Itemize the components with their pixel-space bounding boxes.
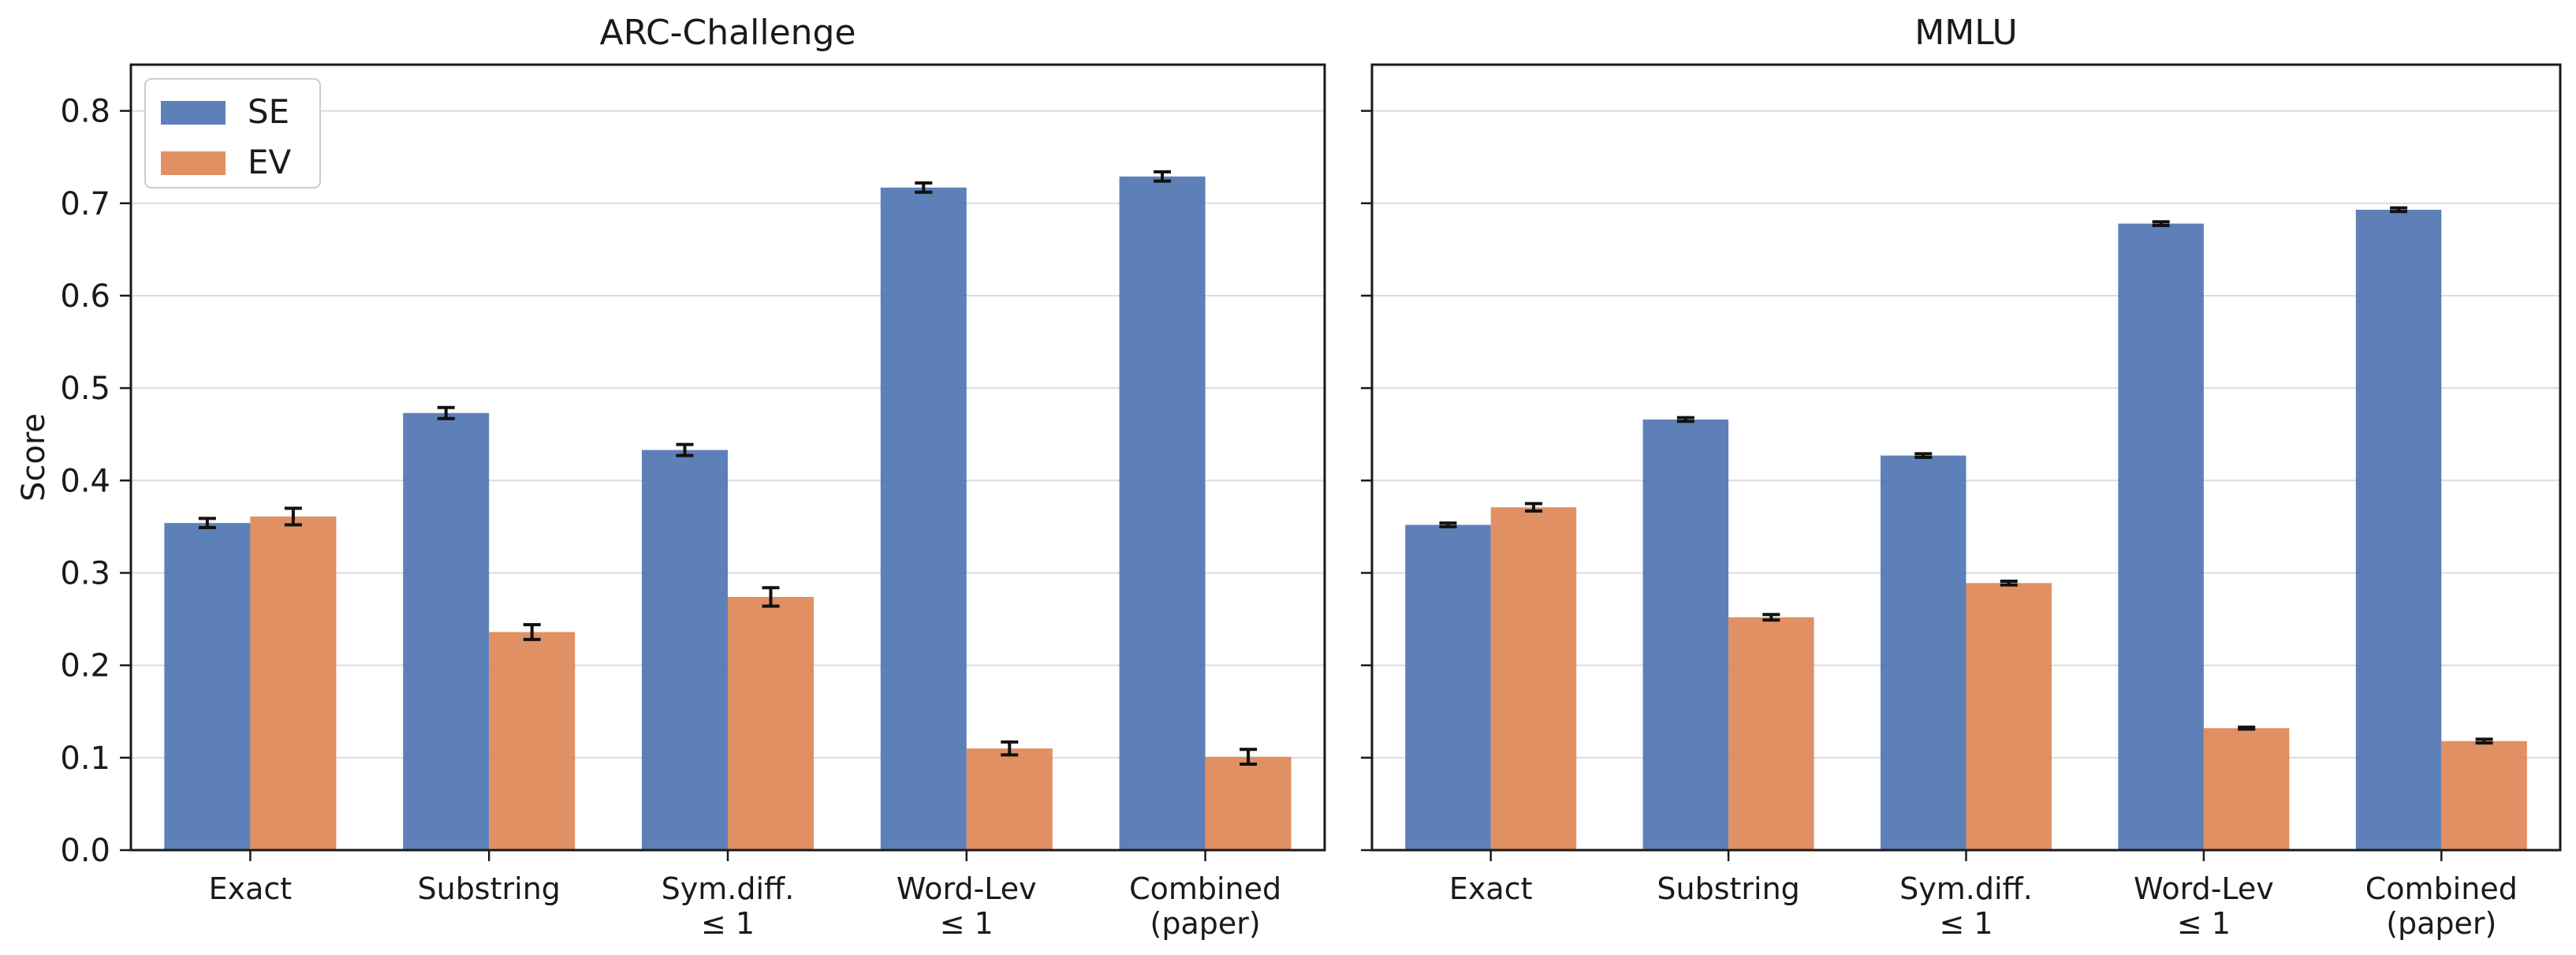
x-tick-label: Sym.diff. ≤ 1 bbox=[662, 871, 795, 941]
legend-label: EV bbox=[248, 143, 292, 181]
bar-se bbox=[1642, 419, 1729, 850]
bar-se bbox=[880, 187, 967, 850]
panel-1: 0.0 0.1 0.2 0.3 0.4 0.5 0.6 0.7 0.8 Exact Substrin… bbox=[16, 13, 1326, 941]
x-tick-label: Exact bbox=[1449, 871, 1533, 906]
bar-se bbox=[2355, 209, 2442, 851]
x-tick-label: Sym.diff. ≤ 1 bbox=[1899, 871, 2033, 941]
bar-ev bbox=[1728, 617, 1814, 850]
x-tick-label-line: ≤ 1 bbox=[2177, 906, 2231, 941]
y-tick-label: 0.6 bbox=[60, 278, 110, 315]
x-tick-label-line: Sym.diff. bbox=[1899, 871, 2033, 906]
plot-frame bbox=[129, 63, 1326, 852]
bar-ev bbox=[2441, 740, 2527, 850]
x-tick-label-line: (paper) bbox=[2386, 906, 2496, 941]
x-tick-label-line: Combined bbox=[1129, 871, 1281, 906]
bar-se bbox=[1119, 176, 1206, 851]
bar-se bbox=[2118, 223, 2204, 850]
bar-se bbox=[1405, 524, 1491, 850]
x-tick-label: Combined (paper) bbox=[2365, 871, 2518, 941]
bar-ev bbox=[1205, 756, 1292, 850]
y-tick-label: 0.1 bbox=[60, 740, 110, 777]
x-tick-label-line: Sym.diff. bbox=[662, 871, 795, 906]
plot-frame bbox=[1370, 63, 2562, 852]
bar-se bbox=[1880, 455, 1966, 850]
x-tick-label-line: Exact bbox=[1449, 871, 1533, 906]
bar-ev bbox=[966, 748, 1053, 850]
x-tick-label-line: (paper) bbox=[1150, 906, 1261, 941]
x-tick-label-line: Substring bbox=[1657, 871, 1799, 906]
legend-swatch bbox=[161, 151, 226, 175]
y-tick-label: 0.3 bbox=[60, 555, 110, 591]
x-tick-label-line: ≤ 1 bbox=[701, 906, 755, 941]
bar-se bbox=[641, 450, 728, 850]
x-tick-label-line: Substring bbox=[417, 871, 560, 906]
panel-title: ARC-Challenge bbox=[599, 13, 856, 53]
x-tick-label: Substring bbox=[1657, 871, 1799, 906]
legend-label: SE bbox=[248, 92, 289, 131]
x-tick-label-line: Word-Lev bbox=[2134, 871, 2274, 906]
panel-title: MMLU bbox=[1914, 13, 2017, 53]
y-tick-label: 0.4 bbox=[60, 463, 110, 499]
bar-ev bbox=[1490, 507, 1577, 850]
legend: SE EV bbox=[144, 78, 321, 188]
x-tick-label-line: Exact bbox=[209, 871, 293, 906]
x-tick-label: Substring bbox=[417, 871, 560, 906]
bar-se bbox=[164, 523, 251, 850]
x-tick-label: Word-Lev ≤ 1 bbox=[897, 871, 1037, 941]
y-tick-label: 0.0 bbox=[60, 833, 110, 869]
bar-se bbox=[403, 412, 490, 850]
legend-swatch bbox=[161, 101, 226, 125]
x-tick-label: Combined (paper) bbox=[1129, 871, 1281, 941]
x-tick-label-line: ≤ 1 bbox=[940, 906, 993, 941]
y-tick-label: 0.5 bbox=[60, 371, 110, 407]
x-tick-label: Word-Lev ≤ 1 bbox=[2134, 871, 2274, 941]
x-tick-label-line: Word-Lev bbox=[897, 871, 1037, 906]
bar-ev bbox=[2203, 728, 2290, 850]
bar-ev bbox=[1966, 583, 2052, 850]
y-tick-label: 0.2 bbox=[60, 648, 110, 685]
x-tick-label-line: Combined bbox=[2365, 871, 2518, 906]
x-tick-label: Exact bbox=[209, 871, 293, 906]
bar-ev bbox=[728, 596, 815, 850]
bar-ev bbox=[250, 516, 337, 850]
bar-ev bbox=[489, 632, 576, 850]
x-tick-label-line: ≤ 1 bbox=[1939, 906, 1993, 941]
y-tick-label: 0.7 bbox=[60, 186, 110, 222]
y-tick-label: 0.8 bbox=[60, 94, 110, 130]
y-axis-label: Score bbox=[16, 413, 52, 502]
